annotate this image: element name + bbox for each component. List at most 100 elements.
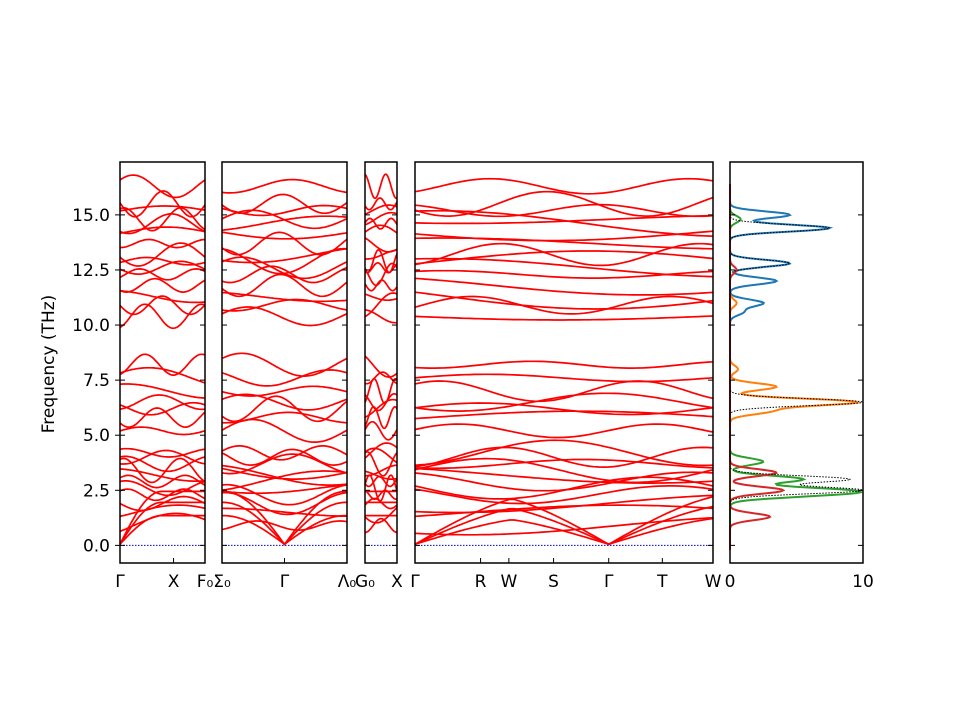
optical-band	[119, 238, 206, 249]
optical-band	[414, 516, 714, 536]
y-tick-label: 7.5	[83, 371, 110, 391]
optical-band	[221, 209, 348, 230]
optical-band	[119, 383, 206, 399]
optical-band	[119, 256, 206, 266]
optical-band	[221, 483, 348, 506]
optical-band	[119, 174, 206, 199]
optical-band	[119, 226, 206, 235]
optical-band	[364, 197, 398, 211]
optical-band	[221, 306, 348, 327]
optical-band	[414, 446, 714, 468]
optical-band	[414, 373, 714, 383]
optical-band	[414, 439, 714, 467]
optical-band	[414, 360, 714, 369]
optical-band	[119, 213, 206, 235]
optical-band	[414, 277, 714, 296]
optical-band	[119, 474, 206, 489]
dos-x-tick-label: 0	[725, 572, 736, 592]
optical-band	[119, 426, 206, 436]
optical-band	[119, 401, 206, 416]
y-axis-title: Frequency (THz)	[39, 295, 59, 434]
optical-band	[364, 442, 398, 459]
optical-band	[364, 293, 398, 302]
optical-band	[414, 380, 714, 403]
optical-band	[221, 491, 348, 516]
optical-band	[414, 485, 714, 505]
optical-band	[414, 494, 714, 514]
optical-band	[221, 231, 348, 240]
optical-band	[414, 457, 714, 484]
optical-band	[364, 237, 398, 253]
optical-band	[364, 308, 398, 324]
dos-panel: 0 10	[725, 161, 874, 592]
optical-band	[221, 418, 348, 443]
acoustic-band	[414, 517, 714, 546]
optical-band	[119, 353, 206, 376]
panel-frame	[221, 161, 348, 564]
optical-band	[221, 448, 348, 466]
x-tick-label: X	[168, 572, 180, 592]
optical-band	[414, 237, 714, 250]
optical-band	[364, 497, 398, 510]
optical-band	[414, 230, 714, 242]
acoustic-band	[222, 490, 347, 546]
acoustic-band	[222, 514, 347, 546]
optical-band	[119, 190, 206, 218]
optical-band	[364, 470, 398, 480]
y-tick-label: 12.5	[72, 261, 110, 281]
optical-band	[119, 457, 206, 484]
optical-band	[119, 289, 206, 304]
optical-band	[364, 489, 398, 500]
x-tick-label: Γ	[604, 572, 614, 592]
optical-band	[119, 260, 206, 275]
optical-band	[414, 203, 714, 218]
optical-band	[221, 395, 348, 423]
optical-band	[221, 247, 348, 264]
x-tick-label: S	[548, 572, 559, 592]
x-tick-label: G₀	[355, 572, 375, 592]
optical-band	[364, 262, 398, 287]
optical-band	[221, 298, 348, 312]
acoustic-band	[119, 501, 205, 545]
optical-band	[221, 193, 348, 215]
x-tick-label: F₀	[197, 572, 214, 592]
optical-band	[364, 447, 398, 464]
optical-band	[221, 215, 348, 232]
optical-band	[221, 453, 348, 475]
optical-band	[119, 277, 206, 293]
optical-band	[364, 292, 398, 318]
optical-band	[364, 420, 398, 441]
optical-band	[221, 445, 348, 461]
optical-band	[364, 371, 398, 385]
optical-band	[119, 268, 206, 281]
y-tick-label: 10.0	[72, 316, 110, 336]
y-tick-label: 5.0	[83, 426, 110, 446]
x-tick-label: Λ₀	[338, 572, 357, 592]
optical-band	[119, 205, 206, 212]
optical-band	[414, 423, 714, 439]
optical-band	[119, 207, 206, 232]
optical-band	[221, 231, 348, 256]
y-tick-label: 2.5	[83, 481, 110, 501]
band-panel-3: G₀ X	[355, 161, 403, 592]
dos-x-tick-label: 10	[852, 572, 874, 592]
optical-band	[364, 405, 398, 430]
optical-band	[221, 273, 348, 298]
optical-band	[364, 211, 398, 226]
optical-band	[414, 177, 714, 195]
optical-band	[119, 242, 206, 267]
panel-frame	[414, 161, 714, 564]
optical-band	[119, 407, 206, 428]
x-tick-label: Σ₀	[213, 572, 231, 592]
optical-band	[119, 504, 206, 518]
optical-band	[364, 398, 398, 418]
panel-frame	[364, 161, 398, 564]
optical-band	[364, 248, 398, 274]
optical-band	[119, 303, 206, 330]
optical-band	[119, 495, 206, 512]
optical-band	[221, 369, 348, 387]
x-tick-label: X	[391, 572, 403, 592]
optical-band	[119, 366, 206, 384]
optical-band	[414, 471, 714, 492]
